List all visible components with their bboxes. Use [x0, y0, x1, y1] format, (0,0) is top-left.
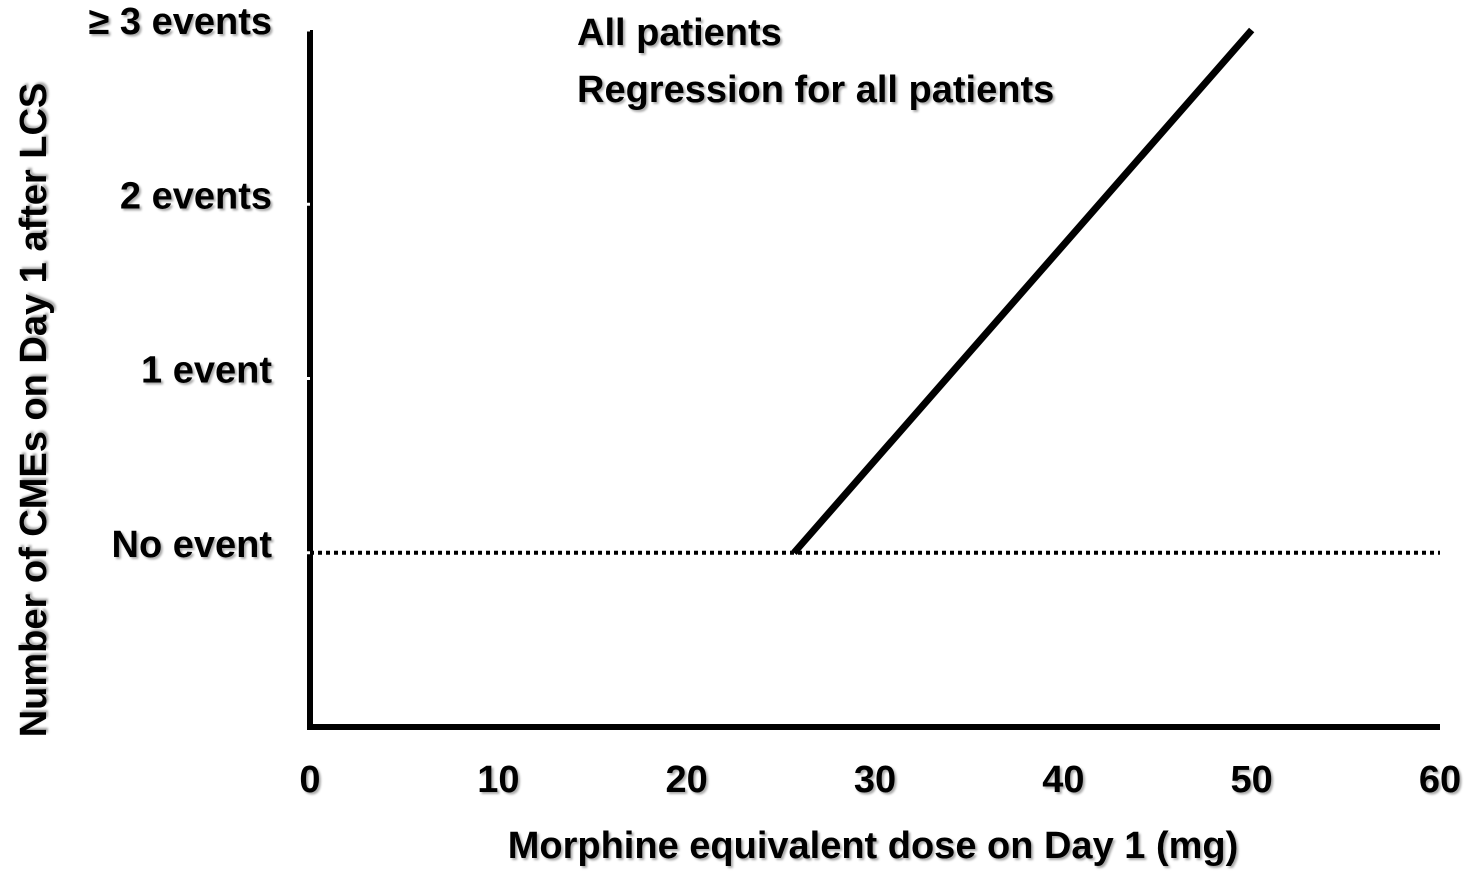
series-line	[791, 27, 1255, 556]
x-axis-label: Morphine equivalent dose on Day 1 (mg)	[508, 825, 1239, 867]
y-tick-label: 1 event	[141, 350, 272, 392]
legend-entry: Regression for all patients	[577, 69, 1054, 111]
x-tick-label: 50	[1231, 759, 1273, 801]
y-tick-label: No event	[112, 524, 273, 566]
x-tick-label: 10	[477, 759, 519, 801]
y-tick-label: ≥ 3 events	[88, 1, 272, 43]
x-tick-label: 20	[666, 759, 708, 801]
x-tick-label: 60	[1419, 759, 1461, 801]
x-tick-label: 30	[854, 759, 896, 801]
legend-entry: All patients	[577, 12, 782, 54]
x-tick-label: 0	[299, 759, 320, 801]
x-tick-label: 40	[1042, 759, 1084, 801]
y-axis-label: Number of CMEs on Day 1 after LCS	[13, 83, 55, 738]
y-tick-label: 2 events	[120, 175, 272, 217]
